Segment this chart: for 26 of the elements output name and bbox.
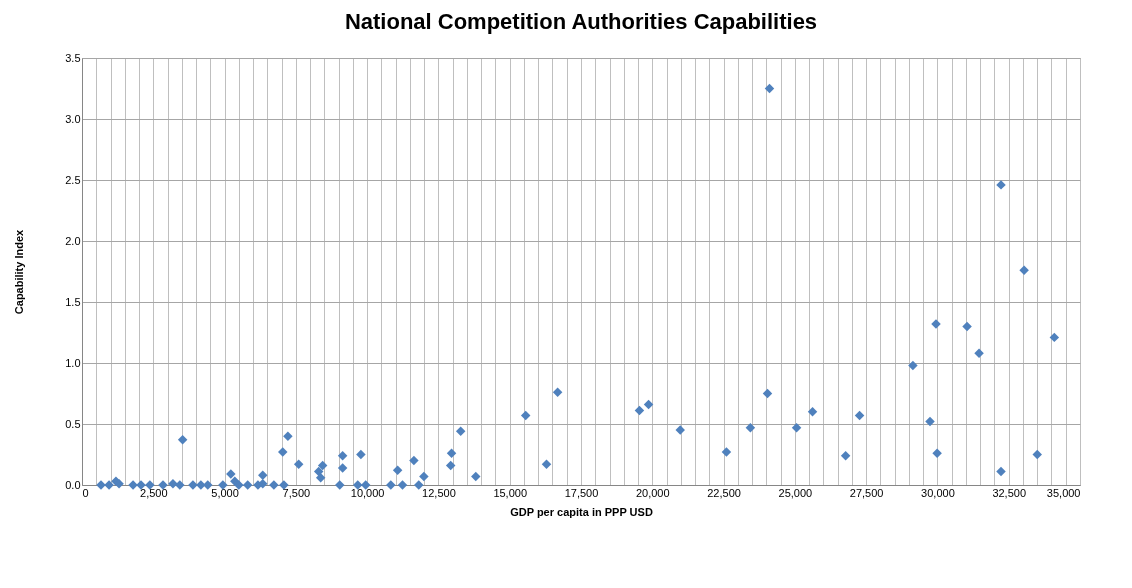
- x-tick-label: 17,500: [564, 486, 599, 499]
- y-tick-label: 2.5: [65, 173, 81, 186]
- chart-title: National Competition Authorities Capabilities: [344, 9, 818, 34]
- x-tick-label: 35,000: [1046, 486, 1081, 499]
- y-tick-label: 0.5: [65, 417, 81, 430]
- x-tick-label: 22,500: [707, 486, 741, 499]
- x-tick-label: 27,500: [849, 486, 884, 499]
- y-axis-title: Capability Index: [13, 228, 26, 315]
- x-tick-label: 5,000: [211, 486, 239, 499]
- x-tick-label: 0: [82, 486, 89, 499]
- x-tick-label: 20,000: [635, 486, 670, 499]
- x-tick-label: 30,000: [921, 486, 955, 499]
- x-tick-label: 7,500: [282, 486, 311, 499]
- x-axis-title: GDP per capita in PPP USD: [510, 505, 653, 518]
- x-tick-label: 12,500: [422, 486, 456, 499]
- y-tick-label: 0.0: [65, 478, 81, 491]
- y-tick-label: 2.0: [65, 234, 81, 247]
- x-tick-label: 15,000: [493, 486, 528, 499]
- x-tick-label: 32,500: [992, 486, 1027, 499]
- x-tick-label: 2,500: [140, 486, 168, 499]
- y-tick-label: 3.0: [65, 112, 81, 125]
- x-tick-label: 25,000: [778, 486, 813, 499]
- x-tick-label: 10,000: [350, 486, 385, 499]
- y-tick-label: 1.0: [65, 356, 81, 369]
- y-tick-label: 1.5: [65, 295, 81, 308]
- y-tick-label: 3.5: [65, 51, 81, 64]
